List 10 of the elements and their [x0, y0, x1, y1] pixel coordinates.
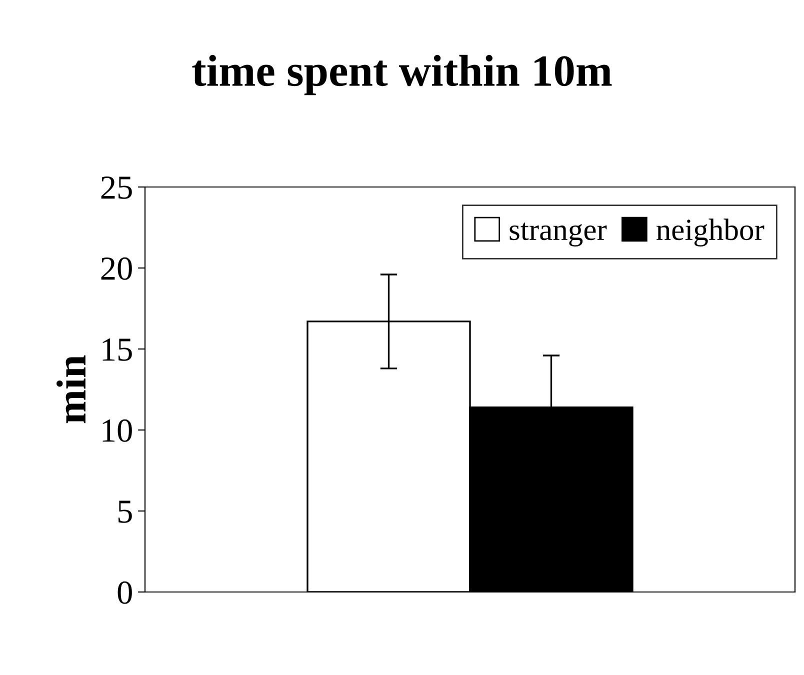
y-axis-title: min: [56, 355, 86, 424]
legend-label: stranger: [510, 222, 607, 246]
y-tick-label: 5: [118, 500, 132, 523]
chart-title: time spent within 10m: [192, 54, 612, 96]
y-tick-label: 20: [101, 257, 132, 280]
y-tick-label: 10: [102, 419, 132, 442]
legend-label: neighbor: [656, 218, 764, 246]
y-tick-label: 15: [102, 338, 132, 361]
y-tick-label: 25: [101, 176, 132, 199]
y-tick-label: 0: [118, 581, 132, 604]
